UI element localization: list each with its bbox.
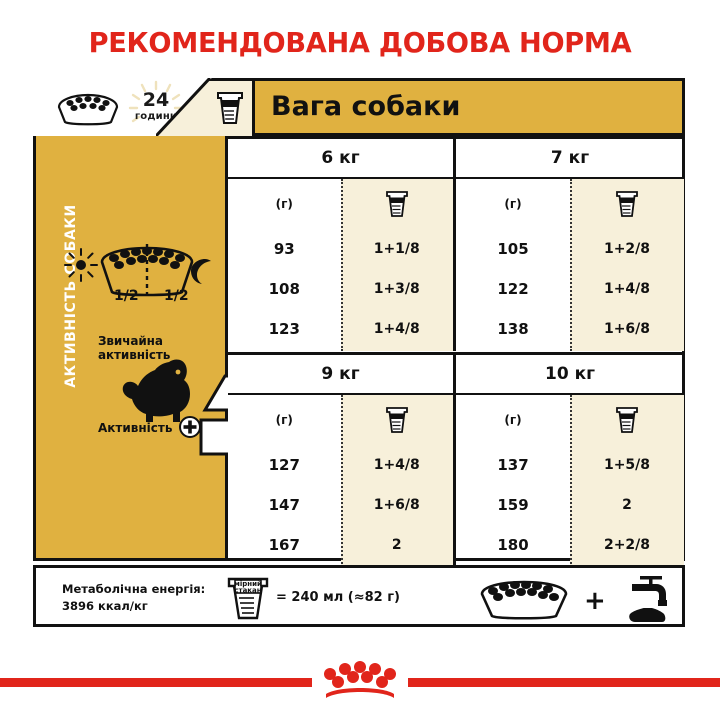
- activity-normal-label: Звичайна активність: [98, 334, 171, 362]
- measuring-cup-icon: [217, 92, 243, 124]
- cup-icon-label-line1: мірний: [234, 580, 262, 588]
- clock-hours-number: 24: [142, 89, 170, 111]
- measuring-cup-icon: [385, 407, 408, 433]
- cups-value: 1+4/8: [373, 457, 420, 473]
- page-title: РЕКОМЕНДОВАНА ДОБОВА НОРМА: [88, 26, 632, 59]
- table-row: 127 1+4/8: [228, 445, 453, 485]
- activity-plus-label: Активність: [98, 421, 173, 435]
- measuring-cup-icon: [616, 407, 638, 433]
- weight-column: 10 кг (г): [456, 355, 684, 567]
- dog-silhouette-icon: [122, 359, 190, 422]
- food-bowl-icon: [57, 93, 119, 126]
- plus-symbol: +: [584, 586, 606, 616]
- sun-icon: [64, 248, 98, 282]
- dog-activity-sidebar: АКТИВНІСТЬ СОБАКИ 1/2 1/2: [33, 136, 259, 561]
- table-row: 147 1+6/8: [228, 485, 453, 525]
- weight-column: 9 кг (г): [228, 355, 456, 567]
- grams-value: 159: [497, 496, 529, 514]
- data-rows: 127 1+4/8 147 1+6/8 167 2: [228, 445, 453, 567]
- dog-weight-header-title: Вага собаки: [271, 90, 461, 122]
- dog-weight-header-band: Вага собаки: [252, 78, 685, 136]
- cup-equivalence-text: = 240 мл (≈82 г): [276, 590, 400, 605]
- metabolic-energy-text: Метаболічна енергія: 3896 ккал/кг: [62, 581, 205, 614]
- measuring-cup-icon: мірний стакан: [227, 577, 269, 620]
- moon-icon: [191, 259, 211, 284]
- dog-activity-vertical-label: АКТИВНІСТЬ СОБАКИ: [63, 204, 79, 388]
- cups-value: 1+6/8: [603, 321, 651, 337]
- cup-icon-label-line2: стакан: [234, 587, 261, 595]
- data-rows: 93 1+1/8 108 1+3/8 123 1+4/8: [228, 229, 453, 351]
- table-row: 123 1+4/8: [228, 309, 453, 349]
- grams-value: 167: [268, 536, 300, 554]
- cups-value: 1+2/8: [603, 241, 651, 257]
- grams-sub-header: (г): [275, 197, 293, 211]
- grams-value: 122: [497, 280, 529, 298]
- cups-value: 2+2/8: [603, 537, 651, 553]
- weight-header: 9 кг: [228, 355, 453, 395]
- grams-value: 138: [497, 320, 529, 338]
- weight-header: 6 кг: [228, 139, 453, 179]
- split-feeding-bowl-icon: [100, 244, 194, 297]
- cups-value: 1+6/8: [373, 497, 420, 513]
- clock-hours-label: години: [134, 111, 178, 122]
- sub-header-row: (г): [228, 395, 453, 445]
- data-rows: 137 1+5/8 159 2 180 2+2/8: [456, 445, 684, 567]
- sub-header-row: (г): [228, 179, 453, 229]
- cups-value: 1+5/8: [603, 457, 651, 473]
- weight-column: 7 кг (г): [456, 139, 684, 351]
- table-row: 138 1+6/8: [456, 309, 684, 349]
- cup-column-background: [570, 179, 684, 351]
- data-rows: 105 1+2/8 122 1+4/8 138 1+6/8: [456, 229, 684, 351]
- grams-value: 147: [268, 496, 300, 514]
- royal-canin-crown-logo: [324, 661, 396, 698]
- cups-value: 2: [622, 497, 632, 513]
- grams-value: 123: [268, 320, 300, 338]
- grams-sub-header: (г): [275, 413, 293, 427]
- metabolic-energy-line2: 3896 ккал/кг: [62, 598, 148, 613]
- grams-value: 137: [497, 456, 529, 474]
- grams-value: 108: [268, 280, 300, 298]
- weight-header: 7 кг: [456, 139, 684, 179]
- table-row: 137 1+5/8: [456, 445, 684, 485]
- measuring-cup-icon: [385, 191, 408, 217]
- grams-sub-header: (г): [504, 413, 522, 427]
- cups-value: 1+3/8: [373, 281, 420, 297]
- royal-canin-brand-bar: [0, 660, 720, 704]
- weight-column: 6 кг (г): [228, 139, 456, 351]
- table-row: 159 2: [456, 485, 684, 525]
- brand-bar-left: [0, 678, 312, 687]
- cups-value: 1+4/8: [603, 281, 651, 297]
- weight-header: 10 кг: [456, 355, 684, 395]
- brand-bar-right: [408, 678, 720, 687]
- feeding-table: 6 кг (г): [228, 136, 685, 567]
- feeding-table-block: 6 кг (г): [228, 139, 685, 351]
- grams-value: 105: [497, 240, 529, 258]
- metabolic-energy-line1: Метаболічна енергія:: [62, 582, 206, 596]
- table-row: 167 2: [228, 525, 453, 565]
- grams-value: 93: [273, 240, 295, 258]
- feeding-table-block: 9 кг (г): [228, 352, 685, 567]
- cups-value: 1+4/8: [373, 321, 420, 337]
- grams-sub-header: (г): [504, 197, 522, 211]
- food-bowl-icon: [480, 580, 568, 620]
- cups-value: 2: [391, 537, 402, 553]
- table-row: 105 1+2/8: [456, 229, 684, 269]
- portion-evening-label: 1/2: [164, 288, 189, 304]
- feeding-table-footer: Метаболічна енергія: 3896 ккал/кг мірний…: [33, 565, 685, 627]
- table-row: 180 2+2/8: [456, 525, 684, 565]
- measuring-cup-icon: [616, 191, 638, 217]
- plus-icon: [179, 416, 201, 438]
- table-header-strip: 24 години Вага собаки: [33, 78, 685, 136]
- table-row: 108 1+3/8: [228, 269, 453, 309]
- table-row: 122 1+4/8: [456, 269, 684, 309]
- table-row: 93 1+1/8: [228, 229, 453, 269]
- portion-morning-label: 1/2: [114, 288, 139, 304]
- grams-value: 180: [497, 536, 529, 554]
- water-tap-icon: [629, 576, 667, 622]
- sub-header-row: (г): [456, 179, 684, 229]
- sub-header-row: (г): [456, 395, 684, 445]
- cups-value: 1+1/8: [373, 241, 420, 257]
- grams-value: 127: [268, 456, 300, 474]
